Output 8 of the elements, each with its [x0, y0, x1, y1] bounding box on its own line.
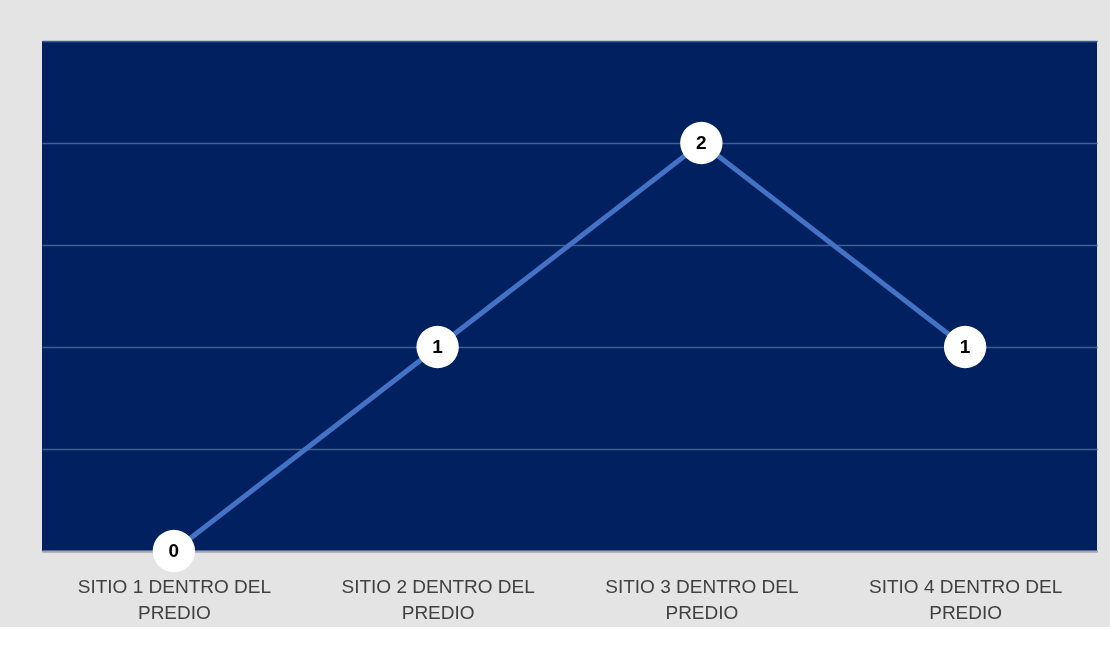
data-label: 0: [168, 540, 180, 561]
data-label: 2: [696, 132, 707, 153]
data-label: 1: [432, 336, 444, 357]
x-tick-label: SITIO 3 DENTRO DEL PREDIO: [605, 575, 799, 623]
x-tick-label: SITIO 1 DENTRO DEL PREDIO: [77, 575, 271, 623]
x-tick-label: SITIO 2 DENTRO DEL PREDIO: [341, 575, 535, 623]
x-tick-label: SITIO 4 DENTRO DEL PREDIO: [869, 575, 1063, 623]
data-label: 1: [959, 336, 971, 357]
